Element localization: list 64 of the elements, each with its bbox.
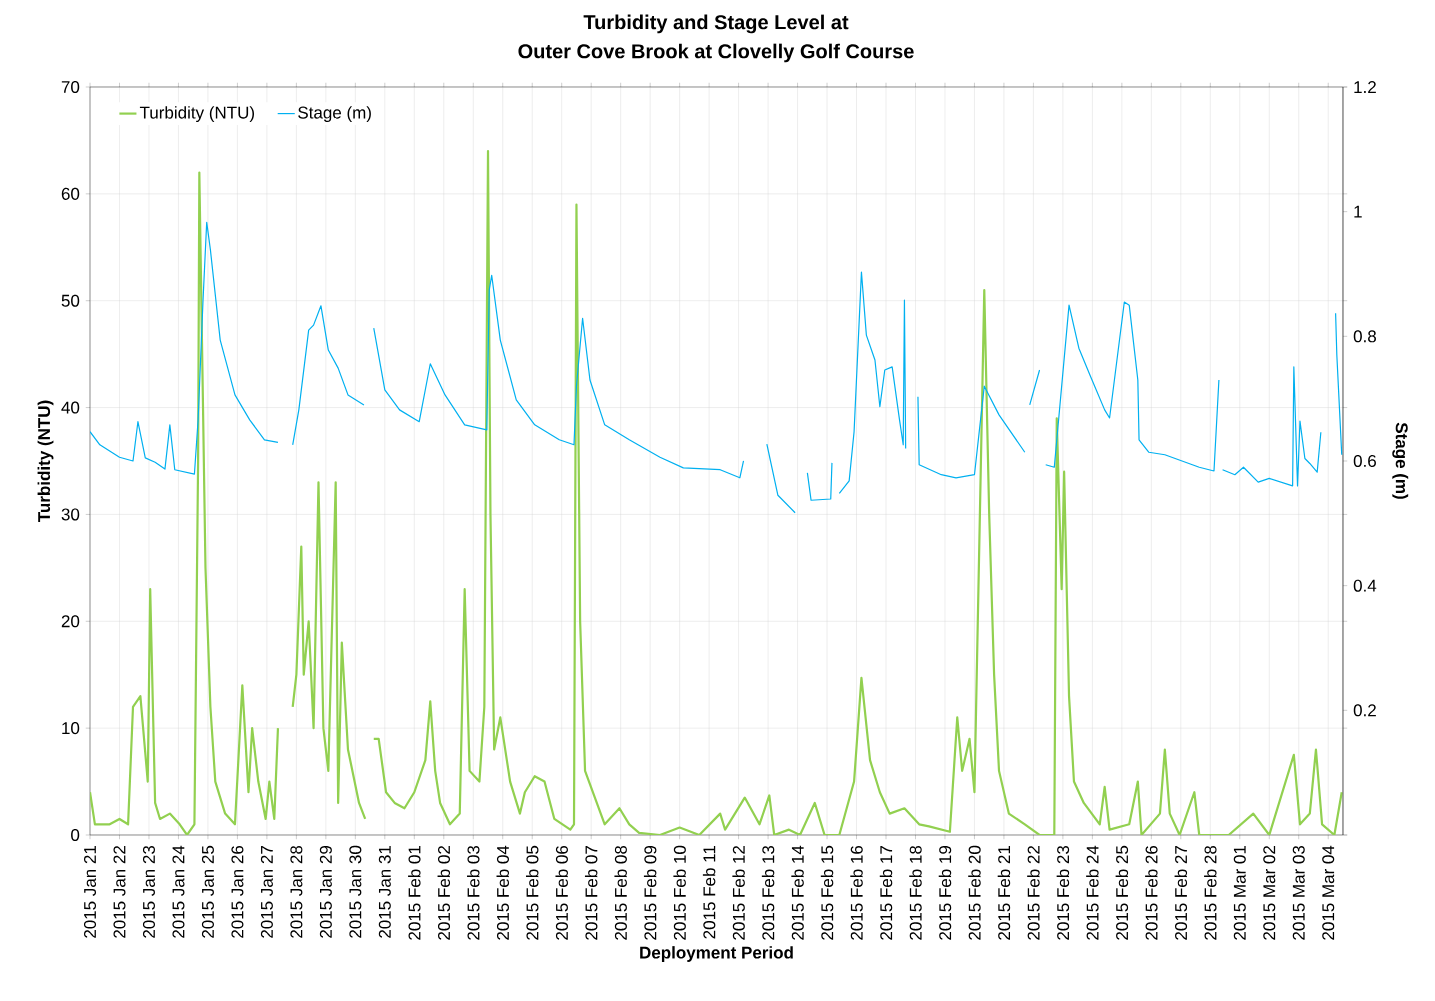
x-tick-label: 2015 Jan 24 [172,845,185,938]
x-tick-label: 2015 Feb 22 [1027,846,1040,940]
x-tick-label: 2015 Feb 02 [437,846,451,940]
x-tick-label: 2015 Jan 26 [231,845,244,938]
x-tick-label: 2015 Feb 05 [526,845,539,940]
chart-title: Turbidity and Stage Level at [583,14,849,34]
x-tick-label: 2015 Mar 04 [1322,845,1335,940]
y2-tick-label: 0.2 [1353,704,1376,717]
x-tick-label: 2015 Jan 22 [113,846,126,938]
y2-tick-label: 1.2 [1354,81,1376,93]
x-tick-label: 2015 Feb 28 [1204,845,1217,940]
x-tick-label: 2015 Feb 24 [1086,845,1099,940]
x-tick-label: 2015 Feb 26 [1145,845,1158,940]
y-tick-label: 60 [61,187,80,200]
y2-tick-label: 1 [1354,205,1362,218]
x-tick-label: 2015 Feb 16 [850,845,863,940]
x-tick-label: 2015 Feb 20 [968,845,981,940]
x-axis-title: Deployment Period [640,946,793,962]
x-tick-label: 2015 Feb 27 [1174,846,1188,940]
y2-tick-label: 0.6 [1353,454,1376,468]
x-tick-label: 2015 Feb 06 [555,845,568,940]
y2-axis-title: Stage (m) [1392,422,1409,499]
x-tick-label: 2015 Feb 18 [909,845,922,940]
y2-tick-label: 0.8 [1353,330,1376,343]
legend-label: Turbidity (NTU) [139,106,255,122]
y-tick-label: 10 [62,722,80,735]
x-tick-label: 2015 Feb 03 [467,845,480,940]
x-tick-label: 2015 Feb 14 [791,845,804,940]
x-tick-label: 2015 Jan 23 [142,845,155,938]
legend-label: Stage (m) [298,106,371,122]
x-tick-label: 2015 Jan 25 [201,845,214,938]
x-tick-label: 2015 Jan 28 [290,845,303,938]
x-tick-label: 2015 Feb 19 [938,845,952,940]
x-tick-label: 2015 Mar 02 [1263,846,1276,940]
x-tick-label: 2015 Feb 11 [702,845,716,939]
x-tick-label: 2015 Feb 15 [820,845,834,940]
x-tick-label: 2015 Feb 04 [496,845,509,940]
x-tick-label: 2015 Feb 23 [1056,845,1070,940]
y-tick-label: 30 [61,508,80,521]
x-tick-label: 2015 Feb 25 [1115,845,1129,940]
x-tick-label: 2015 Feb 21 [997,845,1011,940]
y-tick-label: 70 [61,80,80,94]
y-axis-title: Turbidity (NTU) [37,400,54,523]
x-tick-label: 2015 Feb 08 [614,845,627,940]
x-tick-label: 2015 Feb 17 [879,846,893,940]
y-tick-label: 50 [61,294,80,307]
x-tick-label: 2015 Feb 09 [643,845,657,940]
x-tick-label: 2015 Mar 03 [1292,845,1305,940]
y-tick-label: 40 [61,401,80,414]
x-tick-label: 2015 Mar 01 [1233,845,1246,940]
x-tick-label: 2015 Feb 12 [732,846,745,940]
x-tick-label: 2015 Jan 21 [83,845,97,938]
x-tick-label: 2015 Feb 01 [408,845,421,940]
x-tick-label: 2015 Feb 10 [673,845,686,940]
x-tick-label: 2015 Jan 31 [378,845,391,938]
y-tick-label: 0 [71,828,80,842]
y2-tick-label: 0.4 [1353,579,1377,592]
chart-subtitle: Outer Cove Brook at Clovelly Golf Course [518,43,914,63]
y-tick-label: 20 [61,615,80,628]
x-tick-label: 2015 Feb 13 [761,845,775,940]
x-tick-label: 2015 Jan 30 [349,845,362,938]
x-tick-label: 2015 Jan 29 [319,845,332,938]
x-tick-label: 2015 Jan 27 [260,846,273,938]
x-tick-label: 2015 Feb 07 [584,846,598,940]
